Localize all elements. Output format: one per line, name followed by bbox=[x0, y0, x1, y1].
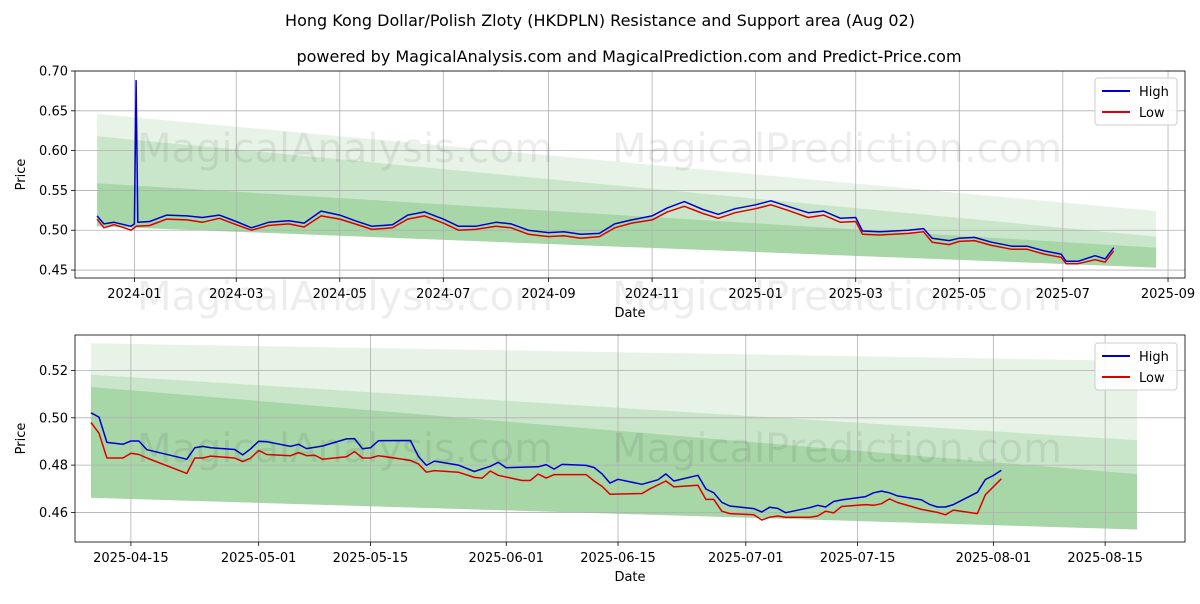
band-area bbox=[91, 374, 1138, 530]
x-axis: 2024-01 2024-03 2024-05 2024-07 2024-09 2024-… bbox=[107, 278, 1195, 321]
y-tick-label: 0.60 bbox=[39, 144, 68, 159]
watermark-text: MagicalAnalysis.com bbox=[137, 426, 553, 472]
x-tick-label: 2025-08-15 bbox=[1067, 551, 1143, 566]
x-tick-label: 2024-07 bbox=[416, 287, 470, 302]
x-tick-label: 2025-07-15 bbox=[820, 551, 896, 566]
y-tick-label: 0.46 bbox=[39, 506, 68, 521]
y-tick-label: 0.50 bbox=[39, 411, 68, 426]
y-tick-label: 0.55 bbox=[39, 184, 68, 199]
watermark-text: MagicalPrediction.com bbox=[612, 126, 1062, 172]
x-tick-label: 2025-05-01 bbox=[221, 551, 297, 566]
y-axis: 0.45 0.50 0.55 0.60 0.65 0.70 Price bbox=[14, 65, 75, 279]
series-lines bbox=[96, 79, 1115, 265]
plot-frame bbox=[74, 334, 1186, 543]
x-tick-label: 2025-06-15 bbox=[580, 551, 656, 566]
watermarks: MagicalAnalysis.com MagicalPrediction.co… bbox=[137, 126, 1062, 472]
legend-label-high: High bbox=[1139, 350, 1169, 365]
x-tick-label: 2024-03 bbox=[209, 287, 263, 302]
x-tick-label: 2025-08-01 bbox=[956, 551, 1032, 566]
y-tick-label: 0.65 bbox=[39, 104, 68, 119]
watermark-text: MagicalPrediction.com bbox=[612, 426, 1062, 472]
legend-label-low: Low bbox=[1139, 106, 1165, 121]
y-tick-label: 0.50 bbox=[39, 224, 68, 239]
series-line-high bbox=[90, 412, 1002, 514]
band-area bbox=[91, 387, 1138, 530]
x-axis: 2025-04-15 2025-05-01 2025-05-15 2025-06-01… bbox=[93, 542, 1143, 585]
x-tick-label: 2025-05-15 bbox=[333, 551, 409, 566]
x-axis-label: Date bbox=[614, 570, 645, 585]
x-tick-label: 2025-07-01 bbox=[708, 551, 784, 566]
y-tick-label: 0.52 bbox=[39, 364, 68, 379]
x-tick-label: 2025-01 bbox=[728, 287, 782, 302]
x-tick-label: 2025-03 bbox=[829, 287, 883, 302]
y-axis: 0.46 0.48 0.50 0.52 Price bbox=[14, 364, 75, 521]
x-tick-label: 2025-07 bbox=[1036, 287, 1090, 302]
watermark-text: MagicalAnalysis.com bbox=[137, 274, 553, 320]
legend: High Low bbox=[1094, 342, 1178, 391]
band-area bbox=[97, 183, 1157, 268]
x-tick-label: 2024-11 bbox=[625, 287, 679, 302]
grid-lines bbox=[75, 335, 1185, 542]
y-tick-label: 0.70 bbox=[39, 65, 68, 80]
y-tick-label: 0.45 bbox=[39, 264, 68, 279]
legend-box bbox=[1094, 342, 1178, 391]
x-tick-label: 2025-04-15 bbox=[93, 551, 169, 566]
watermark-text: MagicalAnalysis.com bbox=[137, 126, 553, 172]
x-tick-label: 2025-09 bbox=[1141, 287, 1195, 302]
x-axis-label: Date bbox=[614, 306, 645, 321]
chart-subtitle: powered by MagicalAnalysis.com and Magic… bbox=[296, 47, 961, 66]
series-lines bbox=[90, 412, 1002, 521]
y-tick-label: 0.48 bbox=[39, 459, 68, 474]
x-tick-label: 2024-05 bbox=[313, 287, 367, 302]
legend-label-high: High bbox=[1139, 85, 1169, 100]
x-tick-label: 2025-05 bbox=[932, 287, 986, 302]
band-area bbox=[91, 343, 1138, 530]
x-tick-label: 2024-09 bbox=[521, 287, 575, 302]
y-axis-label: Price bbox=[14, 159, 29, 191]
x-tick-label: 2025-06-01 bbox=[468, 551, 544, 566]
watermark-text: MagicalPrediction.com bbox=[612, 274, 1062, 320]
legend-box bbox=[1094, 77, 1178, 126]
legend: High Low bbox=[1094, 77, 1178, 126]
plot-frame bbox=[74, 70, 1186, 279]
bottom-panel: 0.46 0.48 0.50 0.52 Price 2025-04-15 2025-05-0… bbox=[14, 334, 1186, 585]
series-line-high bbox=[96, 79, 1115, 263]
series-line-low bbox=[96, 204, 1115, 265]
legend-label-low: Low bbox=[1139, 371, 1165, 386]
y-axis-label: Price bbox=[14, 423, 29, 455]
grid-lines bbox=[75, 70, 1185, 278]
chart-title: Hong Kong Dollar/Polish Zloty (HKDPLN) R… bbox=[285, 11, 915, 30]
series-line-low bbox=[90, 422, 1002, 521]
support-resistance-bands bbox=[91, 343, 1138, 530]
x-tick-label: 2024-01 bbox=[107, 287, 161, 302]
